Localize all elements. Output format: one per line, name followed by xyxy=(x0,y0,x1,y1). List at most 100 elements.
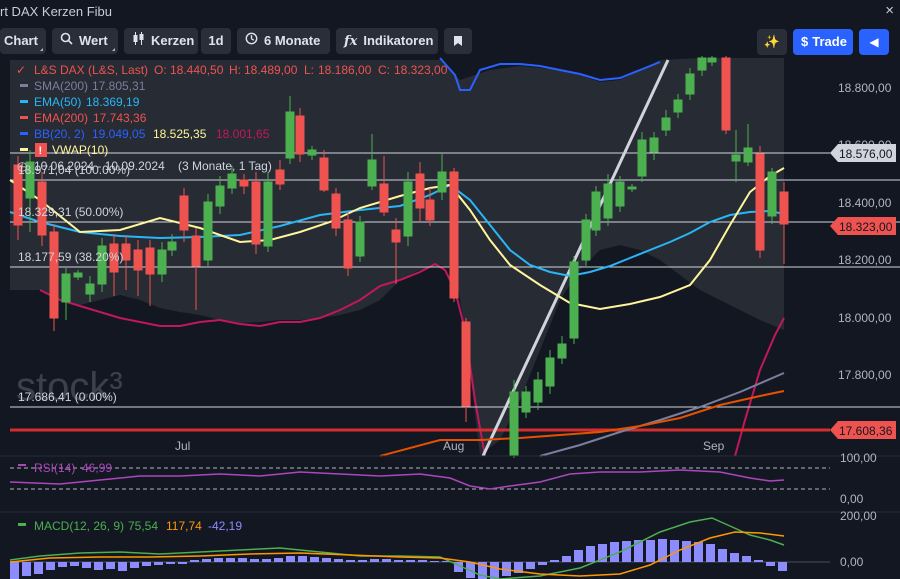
candle-body[interactable] xyxy=(307,149,317,156)
candle-body[interactable] xyxy=(73,272,83,278)
candle-body[interactable] xyxy=(49,231,59,319)
candle-body[interactable] xyxy=(755,153,765,251)
candle-body[interactable] xyxy=(603,183,613,219)
candle-body[interactable] xyxy=(697,57,707,71)
macd-bar xyxy=(514,562,523,573)
candle-body[interactable] xyxy=(509,391,519,457)
candle-body[interactable] xyxy=(403,181,413,237)
collapse-panel-button[interactable]: ◀ xyxy=(859,29,889,55)
interval-button[interactable]: 1d xyxy=(201,28,231,54)
candle-body[interactable] xyxy=(615,181,625,207)
price-axis[interactable]: 18.800,00 18.600,00 18.400,00 18.200,00 … xyxy=(838,81,892,382)
bookmark-icon xyxy=(454,36,462,46)
candle-body[interactable] xyxy=(331,193,341,229)
wert-button[interactable]: Wert xyxy=(52,28,118,54)
candle-body[interactable] xyxy=(425,199,435,221)
macd-bar xyxy=(190,560,199,562)
fib-label-0: 17.686,41 (0.00%) xyxy=(18,390,117,404)
legend-ema200-label: EMA(200) xyxy=(34,111,88,125)
candle-body[interactable] xyxy=(521,391,531,413)
candle-body[interactable] xyxy=(191,235,201,267)
candle-body[interactable] xyxy=(97,245,107,285)
candle-body[interactable] xyxy=(343,219,353,269)
candle-body[interactable] xyxy=(203,201,213,261)
candle-body[interactable] xyxy=(743,147,753,163)
candle-body[interactable] xyxy=(707,57,717,63)
candle-body[interactable] xyxy=(533,379,543,403)
candle-body[interactable] xyxy=(215,185,225,207)
chart-type-button[interactable]: Kerzen xyxy=(124,28,198,54)
candle-body[interactable] xyxy=(649,137,659,153)
trade-button[interactable]: $ Trade xyxy=(793,29,853,55)
candle-body[interactable] xyxy=(379,183,389,213)
macd-bar xyxy=(466,562,475,578)
candle-body[interactable] xyxy=(767,171,777,217)
trade-label: Trade xyxy=(812,34,847,49)
candle-body[interactable] xyxy=(569,261,579,339)
candle-body[interactable] xyxy=(627,186,637,190)
candle-body[interactable] xyxy=(449,171,459,299)
candle-body[interactable] xyxy=(367,159,377,187)
candle-body[interactable] xyxy=(319,157,329,191)
candle-body[interactable] xyxy=(275,169,285,185)
macd-bar xyxy=(610,542,619,562)
candle-body[interactable] xyxy=(721,57,731,131)
candle-body[interactable] xyxy=(673,99,683,113)
candle-body[interactable] xyxy=(157,249,167,275)
candle-body[interactable] xyxy=(25,161,35,199)
candle-body[interactable] xyxy=(685,73,695,95)
bookmark-button[interactable] xyxy=(444,28,472,54)
candle-body[interactable] xyxy=(13,164,23,226)
candle-body[interactable] xyxy=(391,229,401,243)
candle-body[interactable] xyxy=(121,243,131,261)
candle-body[interactable] xyxy=(545,357,555,387)
trend-line[interactable] xyxy=(481,59,670,457)
candle-body[interactable] xyxy=(637,139,647,177)
candle-body[interactable] xyxy=(179,195,189,231)
candle-body[interactable] xyxy=(731,154,741,162)
macd-bar xyxy=(310,557,319,562)
candle-body[interactable] xyxy=(779,191,789,225)
candle-body[interactable] xyxy=(355,221,365,257)
bollinger-lower-line xyxy=(39,262,486,457)
wert-button-label: Wert xyxy=(79,33,108,48)
candle-body[interactable] xyxy=(591,191,601,231)
candle-body[interactable] xyxy=(581,219,591,261)
warning-badge[interactable] xyxy=(35,143,47,157)
candle-body[interactable] xyxy=(263,181,273,247)
candle-body[interactable] xyxy=(295,115,305,155)
legend-ema50-label: EMA(50) xyxy=(34,95,81,109)
magic-button[interactable]: ✨ xyxy=(757,29,787,55)
candle-body[interactable] xyxy=(557,343,567,359)
candle-body[interactable] xyxy=(227,173,237,189)
level-price-badge xyxy=(830,144,896,162)
warning-icon: ! xyxy=(39,145,43,157)
candle-body[interactable] xyxy=(133,249,143,271)
candle-body[interactable] xyxy=(285,111,295,159)
indicators-button[interactable]: fx Indikatoren xyxy=(336,28,438,54)
macd-bar xyxy=(262,559,271,562)
macd-bar xyxy=(586,546,595,562)
candle-body[interactable] xyxy=(239,179,249,187)
candle-body[interactable] xyxy=(661,117,671,131)
fx-icon: fx xyxy=(344,34,358,49)
range-label: 6 Monate xyxy=(264,33,321,48)
candle-body[interactable] xyxy=(461,321,471,407)
close-icon[interactable]: × xyxy=(885,2,894,19)
candle-body[interactable] xyxy=(109,243,119,273)
rsi-label: RSI(14) xyxy=(34,461,75,475)
candle-body[interactable] xyxy=(85,283,95,295)
legend-ema200-value: 17.743,36 xyxy=(93,111,147,125)
candle-body[interactable] xyxy=(61,273,71,303)
candle-body[interactable] xyxy=(437,171,447,193)
range-button[interactable]: 6 Monate xyxy=(237,28,330,54)
macd-bar xyxy=(94,562,103,570)
candle-body[interactable] xyxy=(37,181,47,236)
candle-body[interactable] xyxy=(145,247,155,275)
candle-body[interactable] xyxy=(167,241,177,251)
candle-body[interactable] xyxy=(251,181,261,245)
last-price-badge xyxy=(830,217,896,235)
candle-body[interactable] xyxy=(415,173,425,209)
chart-button[interactable]: Chart xyxy=(0,28,46,54)
